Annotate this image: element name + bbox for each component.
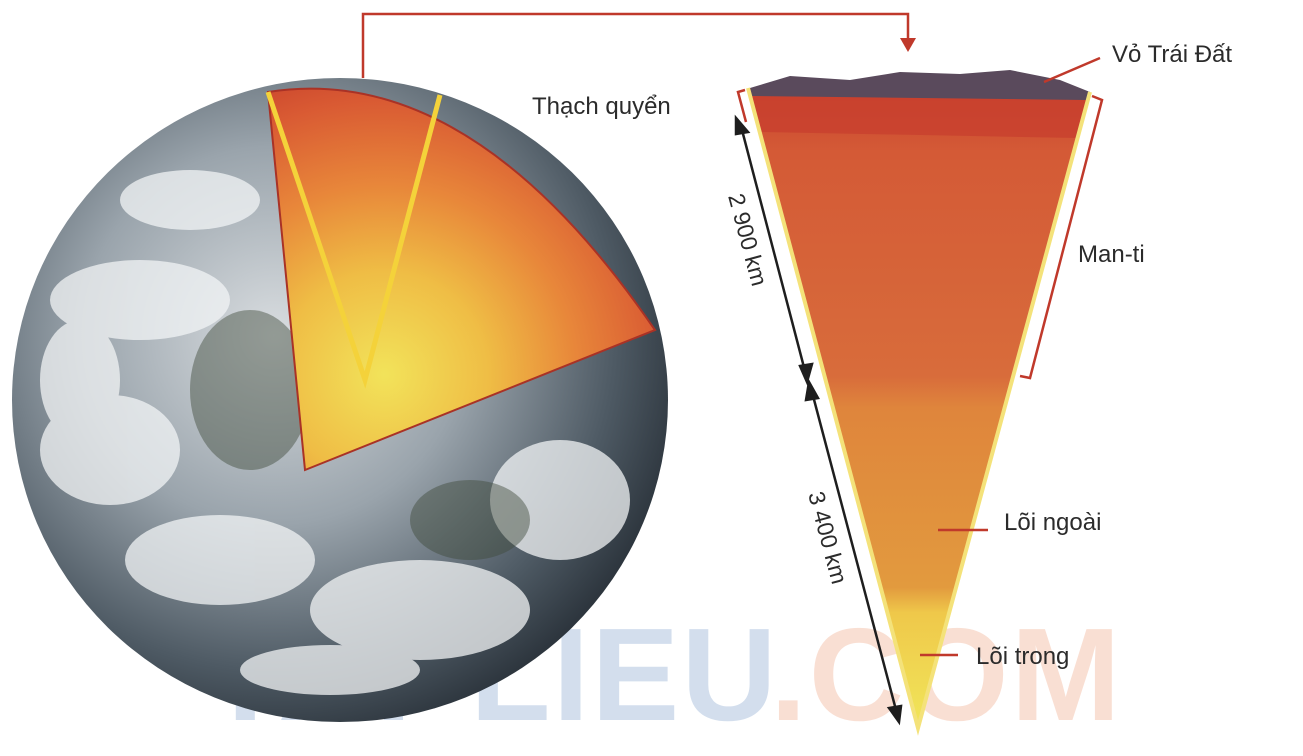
mantle-arrow-top-icon xyxy=(734,114,751,136)
dimension-arrows xyxy=(734,114,903,726)
label-mantle: Man-ti xyxy=(1078,241,1145,268)
mantle-arrow-bottom-icon xyxy=(798,362,814,386)
core-dimension-line xyxy=(810,391,898,711)
earth-wedge-section xyxy=(746,70,1092,736)
mantle-bracket xyxy=(1019,94,1104,380)
leader-lines xyxy=(920,56,1101,657)
globe-clouds xyxy=(40,170,630,695)
core-arrow-bottom-icon xyxy=(886,704,903,726)
label-core-radius: 3 400 km xyxy=(803,489,853,587)
wedge-layers xyxy=(748,88,1090,728)
label-crust: Vỏ Trái Đất xyxy=(1112,41,1232,68)
lithosphere-band xyxy=(752,92,1088,138)
connector-line xyxy=(361,12,910,78)
globe-cutaway xyxy=(265,87,657,472)
wedge-outline xyxy=(746,87,1092,736)
connector-arrow-icon xyxy=(900,38,916,52)
label-outer-core: Lõi ngoài xyxy=(1004,509,1101,536)
lithosphere-bracket xyxy=(736,88,748,123)
label-mantle-depth: 2 900 km xyxy=(723,191,773,289)
label-inner-core: Lõi trong xyxy=(976,643,1069,670)
label-lithosphere: Thạch quyển xyxy=(532,93,671,120)
mantle-dimension-line xyxy=(740,129,808,376)
core-arrow-top-icon xyxy=(804,378,820,402)
cut-lines xyxy=(265,91,443,389)
crust-band xyxy=(750,70,1090,100)
crust-leader xyxy=(1043,56,1101,84)
